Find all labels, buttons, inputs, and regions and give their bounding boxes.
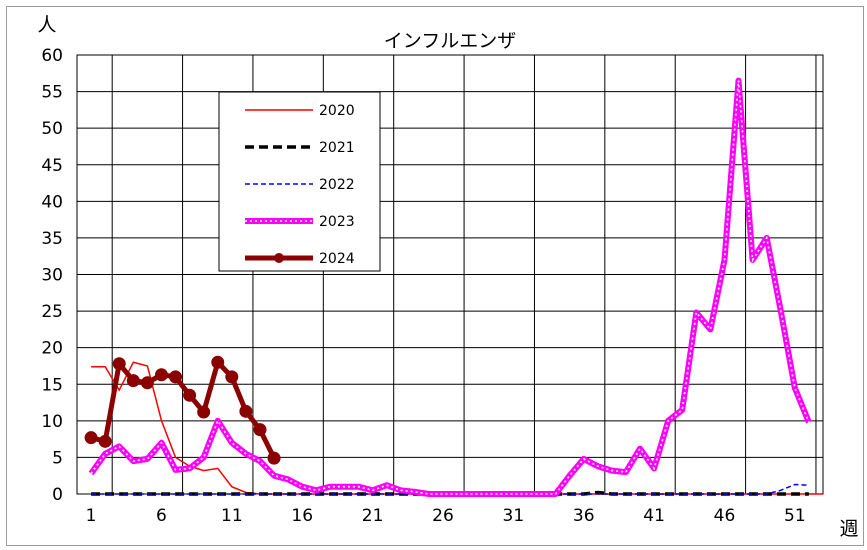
y-tick-label: 15 [41, 375, 63, 395]
legend-label: 2024 [319, 251, 355, 267]
data-point-2024 [197, 405, 211, 419]
series-layer [84, 77, 823, 497]
data-point-2024 [225, 370, 239, 384]
series-line-2023 [88, 77, 812, 497]
y-tick-label: 45 [41, 156, 63, 176]
legend-label: 2022 [319, 177, 355, 193]
y-tick-label: 0 [52, 485, 63, 505]
y-tick-label: 40 [41, 192, 63, 212]
data-point-2024 [253, 423, 267, 437]
legend-entry-2021: 2021 [245, 140, 355, 156]
legend-box [218, 91, 381, 272]
x-tick-label: 16 [291, 506, 313, 526]
y-tick-label: 10 [41, 412, 63, 432]
data-point-2024 [169, 370, 183, 384]
y-tick-label: 20 [41, 339, 63, 359]
legend: 2020 2021 2022 2023 2024 [218, 91, 381, 272]
data-point-2024 [126, 374, 140, 388]
x-tick-label: 36 [573, 506, 595, 526]
legend-entry-2020: 2020 [245, 103, 355, 119]
y-tick-label: 5 [52, 448, 63, 468]
legend-entry-2024: 2024 [245, 251, 355, 267]
legend-entry-2023: 2023 [245, 214, 355, 230]
y-tick-label: 50 [41, 119, 63, 139]
series-line-2020 [91, 361, 823, 495]
x-tick-label: 11 [221, 506, 243, 526]
y-tick-label: 55 [41, 83, 63, 103]
x-tick-label: 46 [714, 506, 736, 526]
data-point-2024 [154, 368, 168, 382]
x-tick-label: 21 [362, 506, 384, 526]
chart-title: インフルエンザ [384, 30, 516, 52]
legend-marker [274, 253, 284, 263]
legend-label: 2021 [319, 140, 355, 156]
x-tick-label: 41 [643, 506, 665, 526]
x-tick-label: 1 [86, 506, 97, 526]
data-point-2024 [267, 451, 281, 465]
data-point-2024 [211, 355, 225, 369]
legend-entry-2022: 2022 [245, 177, 355, 193]
data-point-2024 [140, 376, 154, 390]
y-tick-label: 30 [41, 266, 63, 286]
x-tick-label: 26 [432, 506, 454, 526]
x-axis-unit-label: 週 [839, 518, 858, 540]
x-tick-label: 51 [784, 506, 806, 526]
grid [77, 54, 823, 495]
data-point-2024 [239, 404, 253, 418]
data-point-2024 [183, 388, 197, 402]
data-point-2024 [98, 434, 112, 448]
legend-label: 2023 [319, 214, 355, 230]
y-axis-unit-label: 人 [37, 14, 56, 36]
x-tick-label: 31 [503, 506, 525, 526]
x-tick-label: 6 [156, 506, 167, 526]
series-line-2024 [84, 355, 281, 465]
legend-label: 2020 [319, 103, 355, 119]
data-point-2024 [84, 431, 98, 445]
y-tick-label: 35 [41, 229, 63, 249]
y-tick-label: 60 [41, 46, 63, 66]
y-tick-label: 25 [41, 302, 63, 322]
chart-frame: 0 5 10 15 20 25 30 35 40 45 50 55 60 1 6 11 16 21 26 31 36 41… [6, 6, 864, 546]
data-point-2024 [112, 357, 126, 371]
